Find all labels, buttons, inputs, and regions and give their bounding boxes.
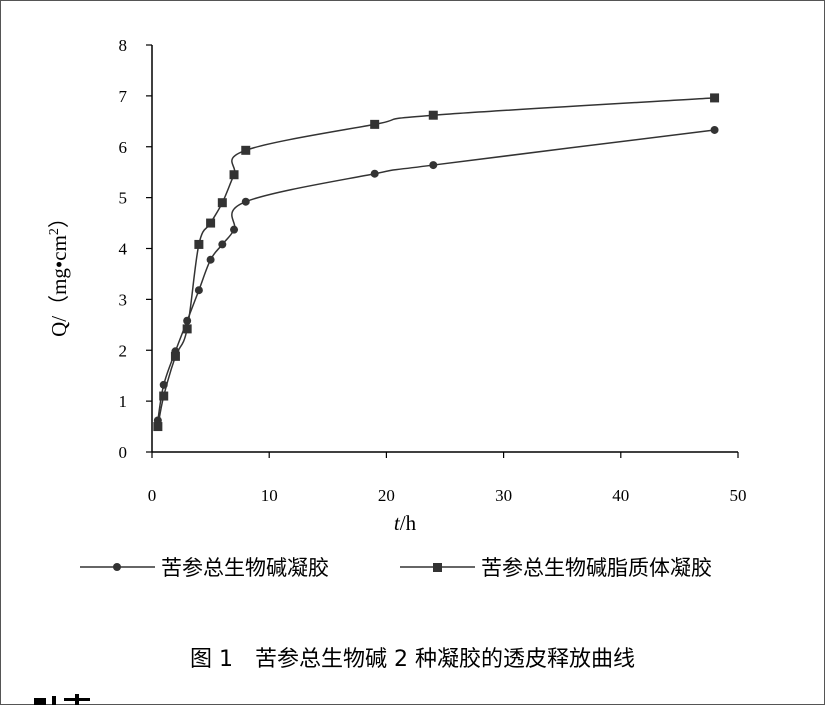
data-point-circle — [241, 197, 250, 206]
legend-item-series-2: 苦参总生物碱脂质体凝胶 — [400, 556, 712, 580]
x-tick-label: 30 — [495, 486, 512, 505]
y-tick-label: 4 — [119, 240, 128, 259]
data-point-square — [159, 391, 169, 401]
y-tick-label: 5 — [119, 189, 128, 208]
axes — [151, 45, 738, 453]
x-tick-label: 0 — [148, 486, 157, 505]
data-point-square — [217, 198, 227, 208]
y-tick-label: 0 — [119, 443, 128, 462]
series-layer — [153, 93, 720, 432]
x-tick-label: 40 — [612, 486, 629, 505]
legend-label-series-2: 苦参总生物碱脂质体凝胶 — [481, 556, 712, 580]
y-tick-label: 7 — [119, 87, 128, 106]
data-point-circle — [710, 125, 719, 134]
cropped-text-fragment — [34, 694, 90, 705]
data-point-square — [428, 110, 438, 120]
data-point-circle — [206, 255, 215, 264]
legend-label-series-1: 苦参总生物碱凝胶 — [161, 556, 329, 580]
data-point-square — [370, 119, 380, 129]
ticks: 0 1 2 3 4 5 6 7 8 0 10 20 30 40 50 — [119, 36, 747, 505]
data-point-square — [229, 170, 239, 180]
figure-caption: 图 1 苦参总生物碱 2 种凝胶的透皮释放曲线 — [190, 647, 635, 672]
y-axis-label: Q/（mg•cm2） — [47, 207, 71, 337]
data-point-circle — [230, 225, 239, 234]
y-tick-label: 6 — [119, 138, 128, 157]
data-point-square — [153, 422, 163, 432]
legend: 苦参总生物碱凝胶 苦参总生物碱脂质体凝胶 — [80, 556, 712, 580]
x-tick-label: 50 — [730, 486, 747, 505]
data-point-circle — [218, 240, 227, 249]
data-point-square — [182, 324, 192, 334]
y-tick-label: 2 — [119, 341, 128, 360]
data-point-square — [170, 351, 180, 361]
y-tick-label: 8 — [119, 36, 128, 55]
data-point-circle — [183, 316, 192, 325]
data-point-circle — [194, 286, 203, 295]
x-tick-label: 20 — [378, 486, 395, 505]
data-point-square — [710, 93, 720, 103]
data-point-square — [194, 239, 204, 249]
x-axis-label: t/h — [394, 511, 417, 535]
series-1 — [153, 125, 719, 425]
data-point-square — [241, 145, 251, 155]
data-point-circle — [370, 169, 379, 178]
x-tick-label: 10 — [261, 486, 278, 505]
data-point-square — [206, 218, 216, 228]
series-2 — [153, 93, 720, 432]
y-tick-label: 3 — [119, 290, 128, 309]
legend-item-series-1: 苦参总生物碱凝胶 — [80, 556, 329, 580]
data-point-circle — [429, 161, 438, 170]
y-tick-label: 1 — [119, 392, 128, 411]
series-line — [157, 129, 715, 421]
